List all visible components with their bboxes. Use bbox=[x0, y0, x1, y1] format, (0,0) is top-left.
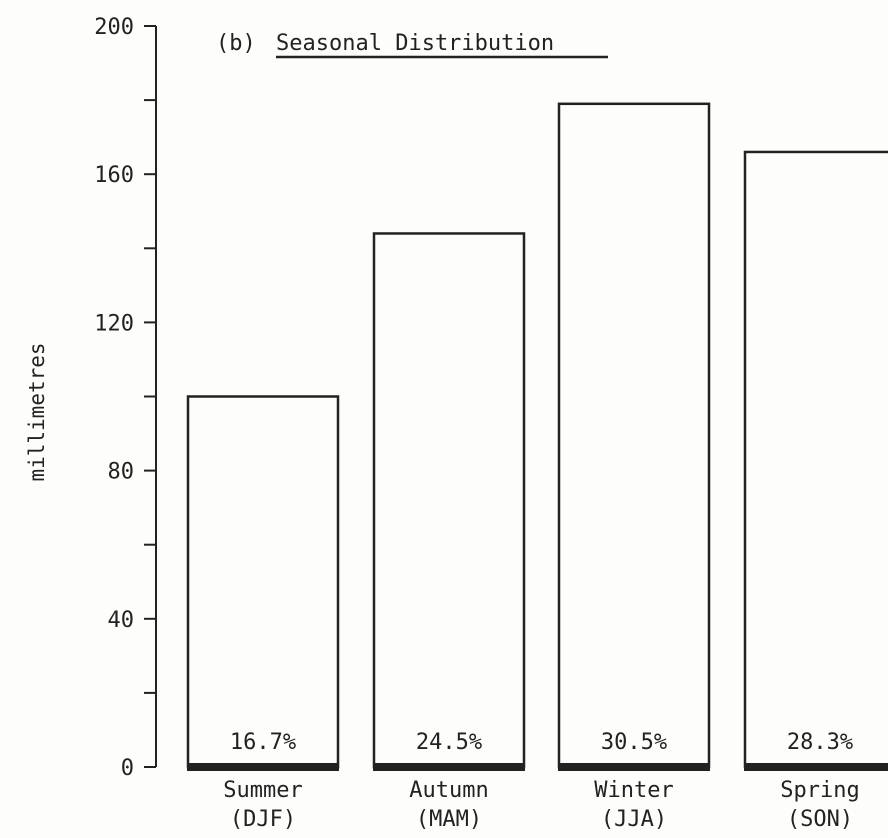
y-tick-label: 120 bbox=[94, 311, 134, 336]
bar-percent-label: 24.5% bbox=[416, 730, 482, 755]
x-tick-sublabel: (JJA) bbox=[601, 807, 667, 832]
bar-base-summer bbox=[187, 763, 339, 771]
x-tick-label: Summer bbox=[223, 778, 302, 803]
bar-autumn bbox=[372, 232, 526, 769]
x-tick-sublabel: (DJF) bbox=[230, 807, 296, 832]
bar-percent-label: 28.3% bbox=[787, 730, 853, 755]
y-tick-label: 80 bbox=[108, 460, 135, 485]
bar-summer bbox=[186, 395, 340, 769]
y-tick-label: 160 bbox=[94, 163, 134, 188]
bars: 16.7% Summer (DJF) 24.5% Autumn (MAM) 30.5% Win… bbox=[186, 102, 888, 832]
bar-base-spring bbox=[744, 763, 888, 771]
bar-base-winter bbox=[558, 763, 710, 771]
y-tick-label: 40 bbox=[108, 608, 135, 633]
bar-base-autumn bbox=[373, 763, 525, 771]
chart-title-prefix: (b) bbox=[216, 31, 256, 56]
x-tick-sublabel: (MAM) bbox=[416, 807, 482, 832]
x-tick-sublabel: (SON) bbox=[787, 807, 853, 832]
y-tick-label: 200 bbox=[94, 15, 134, 40]
x-tick-label: Spring bbox=[780, 778, 859, 803]
bar-percent-label: 30.5% bbox=[601, 730, 667, 755]
chart-title: (b) Seasonal Distribution bbox=[216, 31, 608, 59]
x-tick-label: Autumn bbox=[409, 778, 488, 803]
y-tick-label: 0 bbox=[121, 756, 134, 781]
x-tick-label: Winter bbox=[594, 778, 673, 803]
bar-winter bbox=[557, 102, 711, 769]
chart-title-text: Seasonal Distribution bbox=[276, 31, 554, 56]
bar-percent-label: 16.7% bbox=[230, 730, 296, 755]
bar-spring bbox=[743, 150, 888, 769]
y-axis-label: millimetres bbox=[25, 342, 49, 481]
y-axis: 0 40 80 120 160 200 bbox=[94, 15, 157, 781]
